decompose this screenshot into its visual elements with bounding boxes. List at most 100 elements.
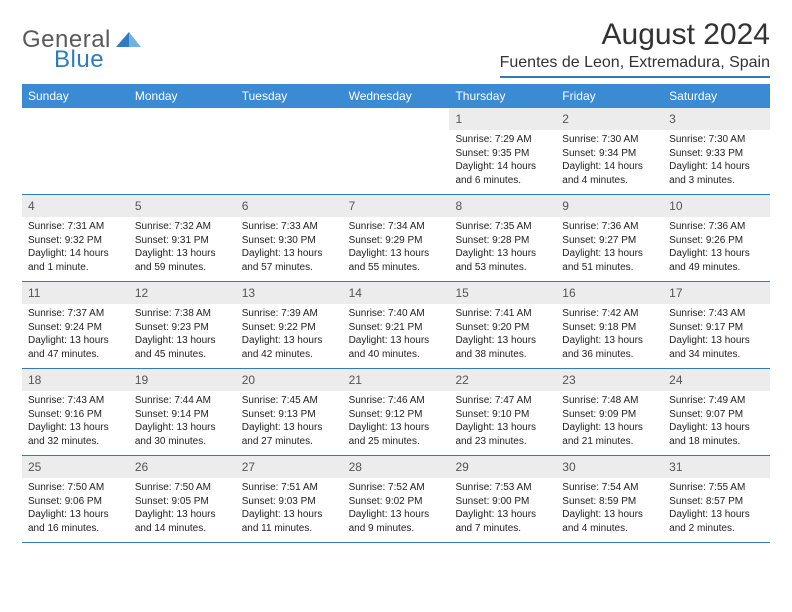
sunrise-text: Sunrise: 7:36 AM (669, 220, 764, 234)
sunrise-text: Sunrise: 7:39 AM (242, 307, 337, 321)
day-number: 5 (129, 195, 236, 217)
calendar: SundayMondayTuesdayWednesdayThursdayFrid… (22, 84, 770, 543)
day-cell: 31 Sunrise: 7:55 AMSunset: 8:57 PMDayligh… (663, 456, 770, 542)
day-body: Sunrise: 7:35 AMSunset: 9:28 PMDaylight:… (449, 217, 556, 280)
sunrise-text: Sunrise: 7:30 AM (562, 133, 657, 147)
day-number: 9 (556, 195, 663, 217)
sunset-text: Sunset: 9:27 PM (562, 234, 657, 248)
day-cell: 16Sunrise: 7:42 AMSunset: 9:18 PMDayligh… (556, 282, 663, 368)
sunrise-text: Sunrise: 7:48 AM (562, 394, 657, 408)
day-body: Sunrise: 7:50 AMSunset: 9:06 PMDaylight:… (22, 478, 129, 541)
day-number: 2 (556, 108, 663, 130)
sunrise-text: Sunrise: 7:50 AM (135, 481, 230, 495)
sunrise-text: Sunrise: 7:37 AM (28, 307, 123, 321)
month-title: August 2024 (500, 18, 770, 52)
day-number: 31 (663, 456, 770, 478)
day-body: Sunrise: 7:36 AMSunset: 9:27 PMDaylight:… (556, 217, 663, 280)
sunrise-text: Sunrise: 7:55 AM (669, 481, 764, 495)
day-cell: 9Sunrise: 7:36 AMSunset: 9:27 PMDaylight… (556, 195, 663, 281)
logo: General Blue (22, 26, 142, 54)
day-body: Sunrise: 7:42 AMSunset: 9:18 PMDaylight:… (556, 304, 663, 367)
day-body: Sunrise: 7:50 AMSunset: 9:05 PMDaylight:… (129, 478, 236, 541)
sunrise-text: Sunrise: 7:45 AM (242, 394, 337, 408)
day-cell: 30Sunrise: 7:54 AMSunset: 8:59 PMDayligh… (556, 456, 663, 542)
day-number (129, 108, 236, 114)
weekday-header: Monday (129, 84, 236, 108)
sunset-text: Sunset: 9:09 PM (562, 408, 657, 422)
day-body: Sunrise: 7:32 AMSunset: 9:31 PMDaylight:… (129, 217, 236, 280)
daylight-text: Daylight: 13 hours and 36 minutes. (562, 334, 657, 361)
day-number: 13 (236, 282, 343, 304)
day-number (236, 108, 343, 114)
day-cell: 21Sunrise: 7:46 AMSunset: 9:12 PMDayligh… (343, 369, 450, 455)
sunrise-text: Sunrise: 7:42 AM (562, 307, 657, 321)
day-body: Sunrise: 7:43 AMSunset: 9:17 PMDaylight:… (663, 304, 770, 367)
day-cell: 11Sunrise: 7:37 AMSunset: 9:24 PMDayligh… (22, 282, 129, 368)
day-cell: 28Sunrise: 7:52 AMSunset: 9:02 PMDayligh… (343, 456, 450, 542)
daylight-text: Daylight: 13 hours and 4 minutes. (562, 508, 657, 535)
weeks-container: 1Sunrise: 7:29 AMSunset: 9:35 PMDaylight… (22, 108, 770, 543)
logo-text-blue: Blue (54, 46, 104, 74)
daylight-text: Daylight: 13 hours and 38 minutes. (455, 334, 550, 361)
day-cell: 10Sunrise: 7:36 AMSunset: 9:26 PMDayligh… (663, 195, 770, 281)
sunset-text: Sunset: 9:12 PM (349, 408, 444, 422)
sunrise-text: Sunrise: 7:41 AM (455, 307, 550, 321)
sunrise-text: Sunrise: 7:32 AM (135, 220, 230, 234)
weekday-header: Thursday (449, 84, 556, 108)
day-cell (22, 108, 129, 194)
sunrise-text: Sunrise: 7:40 AM (349, 307, 444, 321)
day-body: Sunrise: 7:40 AMSunset: 9:21 PMDaylight:… (343, 304, 450, 367)
sunset-text: Sunset: 9:02 PM (349, 495, 444, 509)
day-cell: 20Sunrise: 7:45 AMSunset: 9:13 PMDayligh… (236, 369, 343, 455)
day-cell: 15Sunrise: 7:41 AMSunset: 9:20 PMDayligh… (449, 282, 556, 368)
weekday-header-row: SundayMondayTuesdayWednesdayThursdayFrid… (22, 84, 770, 108)
sunset-text: Sunset: 9:18 PM (562, 321, 657, 335)
day-cell: 29Sunrise: 7:53 AMSunset: 9:00 PMDayligh… (449, 456, 556, 542)
daylight-text: Daylight: 13 hours and 47 minutes. (28, 334, 123, 361)
day-body: Sunrise: 7:34 AMSunset: 9:29 PMDaylight:… (343, 217, 450, 280)
day-number: 19 (129, 369, 236, 391)
sunrise-text: Sunrise: 7:30 AM (669, 133, 764, 147)
daylight-text: Daylight: 13 hours and 2 minutes. (669, 508, 764, 535)
sunrise-text: Sunrise: 7:52 AM (349, 481, 444, 495)
daylight-text: Daylight: 13 hours and 18 minutes. (669, 421, 764, 448)
day-cell (343, 108, 450, 194)
sunset-text: Sunset: 9:22 PM (242, 321, 337, 335)
sunset-text: Sunset: 9:34 PM (562, 147, 657, 161)
sunset-text: Sunset: 9:17 PM (669, 321, 764, 335)
sunset-text: Sunset: 9:00 PM (455, 495, 550, 509)
day-number: 4 (22, 195, 129, 217)
sunrise-text: Sunrise: 7:31 AM (28, 220, 123, 234)
sunrise-text: Sunrise: 7:50 AM (28, 481, 123, 495)
day-cell: 13Sunrise: 7:39 AMSunset: 9:22 PMDayligh… (236, 282, 343, 368)
daylight-text: Daylight: 13 hours and 27 minutes. (242, 421, 337, 448)
day-body: Sunrise: 7:36 AMSunset: 9:26 PMDaylight:… (663, 217, 770, 280)
daylight-text: Daylight: 13 hours and 51 minutes. (562, 247, 657, 274)
day-body: Sunrise: 7:49 AMSunset: 9:07 PMDaylight:… (663, 391, 770, 454)
daylight-text: Daylight: 13 hours and 59 minutes. (135, 247, 230, 274)
daylight-text: Daylight: 14 hours and 6 minutes. (455, 160, 550, 187)
day-cell: 18Sunrise: 7:43 AMSunset: 9:16 PMDayligh… (22, 369, 129, 455)
day-number: 29 (449, 456, 556, 478)
day-number: 28 (343, 456, 450, 478)
sunrise-text: Sunrise: 7:43 AM (28, 394, 123, 408)
day-body: Sunrise: 7:30 AMSunset: 9:33 PMDaylight:… (663, 130, 770, 193)
sunset-text: Sunset: 9:29 PM (349, 234, 444, 248)
day-cell: 3Sunrise: 7:30 AMSunset: 9:33 PMDaylight… (663, 108, 770, 194)
sunset-text: Sunset: 8:57 PM (669, 495, 764, 509)
sunrise-text: Sunrise: 7:34 AM (349, 220, 444, 234)
sunset-text: Sunset: 9:16 PM (28, 408, 123, 422)
day-cell: 26Sunrise: 7:50 AMSunset: 9:05 PMDayligh… (129, 456, 236, 542)
sunrise-text: Sunrise: 7:46 AM (349, 394, 444, 408)
daylight-text: Daylight: 13 hours and 11 minutes. (242, 508, 337, 535)
week-row: 18Sunrise: 7:43 AMSunset: 9:16 PMDayligh… (22, 369, 770, 456)
day-body: Sunrise: 7:53 AMSunset: 9:00 PMDaylight:… (449, 478, 556, 541)
sunset-text: Sunset: 9:05 PM (135, 495, 230, 509)
day-cell: 23Sunrise: 7:48 AMSunset: 9:09 PMDayligh… (556, 369, 663, 455)
sunset-text: Sunset: 9:33 PM (669, 147, 764, 161)
day-number: 6 (236, 195, 343, 217)
sunset-text: Sunset: 9:07 PM (669, 408, 764, 422)
sunset-text: Sunset: 9:26 PM (669, 234, 764, 248)
day-body: Sunrise: 7:38 AMSunset: 9:23 PMDaylight:… (129, 304, 236, 367)
day-cell: 27Sunrise: 7:51 AMSunset: 9:03 PMDayligh… (236, 456, 343, 542)
